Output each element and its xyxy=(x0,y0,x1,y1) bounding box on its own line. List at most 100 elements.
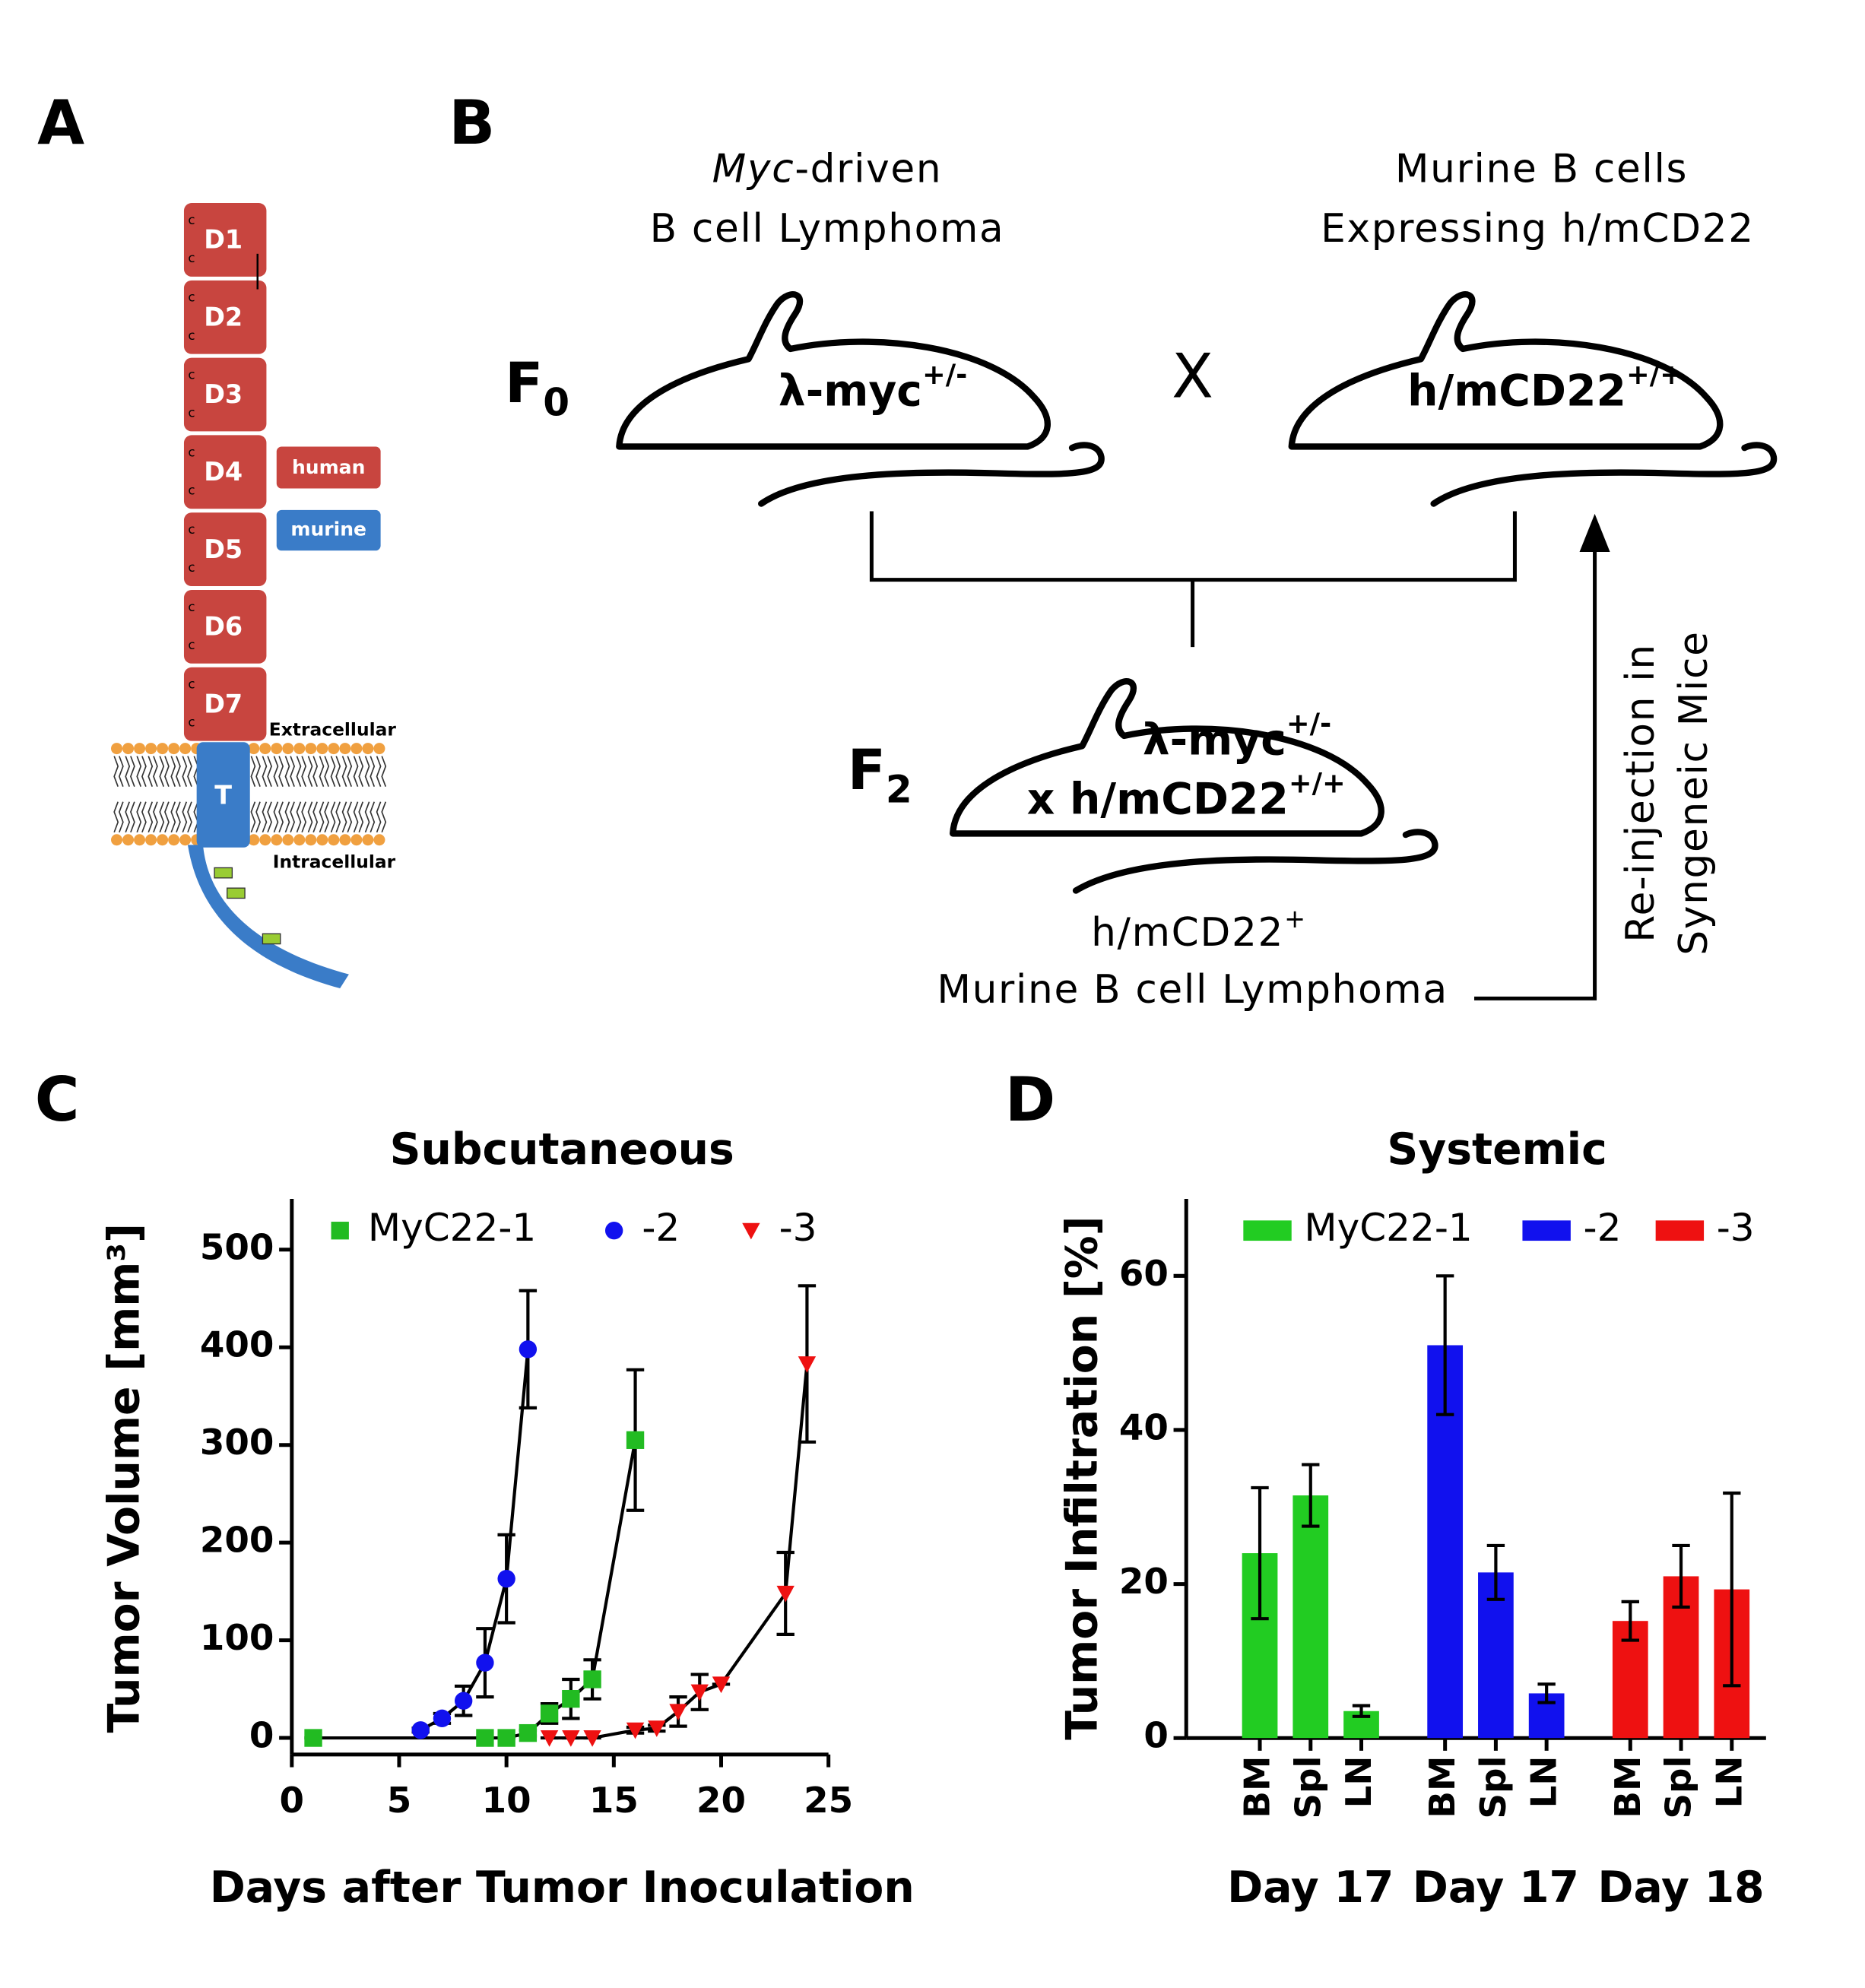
lipid-tail xyxy=(262,756,272,833)
series-line xyxy=(420,1349,530,1732)
label-sup: + xyxy=(1284,903,1307,933)
lipid-head xyxy=(111,834,123,846)
genotype: x h/mCD22+/+ xyxy=(1027,766,1346,824)
cysteine-label: c xyxy=(188,600,195,614)
label-part: λ-myc xyxy=(779,366,922,416)
cysteine-label: c xyxy=(188,328,195,343)
data-point xyxy=(690,1684,709,1701)
mice xyxy=(616,291,1778,894)
legend-label: -3 xyxy=(1717,1206,1755,1250)
cysteine-label: c xyxy=(188,290,195,305)
data-point xyxy=(476,1729,494,1747)
human-key xyxy=(276,446,381,489)
lipid-tail xyxy=(296,756,307,833)
genotype: h/mCD22+/+ xyxy=(1407,358,1683,416)
lipid-tail xyxy=(170,756,181,833)
lipid-head xyxy=(293,834,306,846)
domain-label: D1 xyxy=(204,225,243,255)
domain-label: D7 xyxy=(204,689,243,718)
lipid-head xyxy=(168,834,180,846)
x-tick-label: BM xyxy=(1423,1756,1464,1818)
label-text: Expressing h/mCD22 xyxy=(1321,206,1755,252)
x-tick-label: 15 xyxy=(589,1780,639,1822)
lipid-head xyxy=(157,743,169,755)
lipid-head xyxy=(305,743,317,755)
lipid-head xyxy=(168,743,180,755)
data-point xyxy=(583,1670,601,1688)
lipid-head xyxy=(362,743,374,755)
y-axis-label: Tumor Volume [mm³] xyxy=(99,1223,149,1733)
cysteine-label: c xyxy=(188,715,195,730)
x-tick-label: 25 xyxy=(804,1780,853,1822)
x-axis-label: Days after Tumor Inoculation xyxy=(210,1863,915,1913)
label-text: Syngeneic Mice xyxy=(1671,630,1717,955)
cysteine-label: c xyxy=(188,483,195,497)
y-axis-label: Tumor Infiltration [%] xyxy=(1057,1216,1107,1739)
transmembrane-label: T xyxy=(214,781,232,810)
data-point xyxy=(626,1722,645,1739)
cysteine-label: c xyxy=(188,213,195,227)
x-tick-label: Spl xyxy=(1288,1756,1329,1819)
data-point xyxy=(304,1729,322,1747)
label-sup: +/+ xyxy=(1626,358,1683,391)
cytoplasmic-label: I xyxy=(249,897,258,924)
x-tick-label: LN xyxy=(1709,1756,1750,1809)
data-point xyxy=(519,1723,538,1742)
lipid-head xyxy=(316,743,328,755)
error-bar xyxy=(1621,1600,1639,1642)
label-text: Murine B cell Lymphoma xyxy=(937,967,1448,1013)
error-bar xyxy=(1251,1485,1269,1621)
error-bar xyxy=(1537,1682,1556,1704)
lipid-tail xyxy=(147,756,158,833)
itim-motif xyxy=(227,887,246,899)
lipid-tail xyxy=(182,756,192,833)
lipid-tail xyxy=(376,756,387,833)
lipid-tail xyxy=(319,756,330,833)
group-label: Day 18 xyxy=(1597,1863,1764,1913)
lipid-tail xyxy=(364,756,376,833)
mouse xyxy=(616,291,1105,507)
cysteine-label: c xyxy=(188,445,195,459)
lipid-head xyxy=(373,834,385,846)
x-tick-label: 10 xyxy=(482,1780,531,1822)
genotype: λ-myc+/- xyxy=(1143,706,1332,764)
label-part: λ-myc xyxy=(1143,715,1286,765)
lipid-head xyxy=(145,834,157,846)
lipid-head xyxy=(259,834,271,846)
genotype: λ-myc+/- xyxy=(779,358,968,416)
generation-label: F2 xyxy=(848,738,912,811)
bar xyxy=(1292,1495,1329,1739)
data-point xyxy=(476,1653,494,1672)
cd22-diagram: D1 c c D2 c c D3 c c D4 c c D5 c c D6 c c D7 c c T I xyxy=(111,203,387,988)
domain xyxy=(183,435,267,509)
lipid-head xyxy=(282,834,294,846)
lipid-head xyxy=(282,743,294,755)
legend-marker xyxy=(604,1222,623,1240)
y-tick-label: 40 xyxy=(1119,1407,1169,1448)
label-part: F xyxy=(505,351,543,416)
x-tick-label: LN xyxy=(1524,1756,1565,1809)
error-bar xyxy=(1672,1543,1690,1609)
panel-label: B xyxy=(449,87,495,158)
cysteine-label: c xyxy=(188,406,195,420)
domain-label: D3 xyxy=(204,379,243,409)
legend-label: -2 xyxy=(642,1206,680,1250)
y-tick-label: 200 xyxy=(200,1520,274,1562)
data-point xyxy=(454,1692,473,1710)
x-tick-label: 0 xyxy=(280,1780,305,1822)
data-point xyxy=(583,1730,601,1747)
lipid-head xyxy=(293,743,306,755)
mouse xyxy=(950,678,1438,894)
label-text: Re-injection in xyxy=(1618,643,1664,943)
label-sup: +/+ xyxy=(1289,766,1346,799)
data-point xyxy=(497,1569,515,1588)
lipid-head xyxy=(248,743,260,755)
data-point xyxy=(798,1356,817,1373)
murine-key xyxy=(276,509,381,551)
extracellular-label: Extracellular xyxy=(269,719,397,740)
y-tick-label: 300 xyxy=(200,1422,274,1463)
domain xyxy=(183,667,267,741)
lipid-head xyxy=(328,743,340,755)
cysteine-label: c xyxy=(188,251,195,265)
species-label: murine xyxy=(290,518,366,541)
